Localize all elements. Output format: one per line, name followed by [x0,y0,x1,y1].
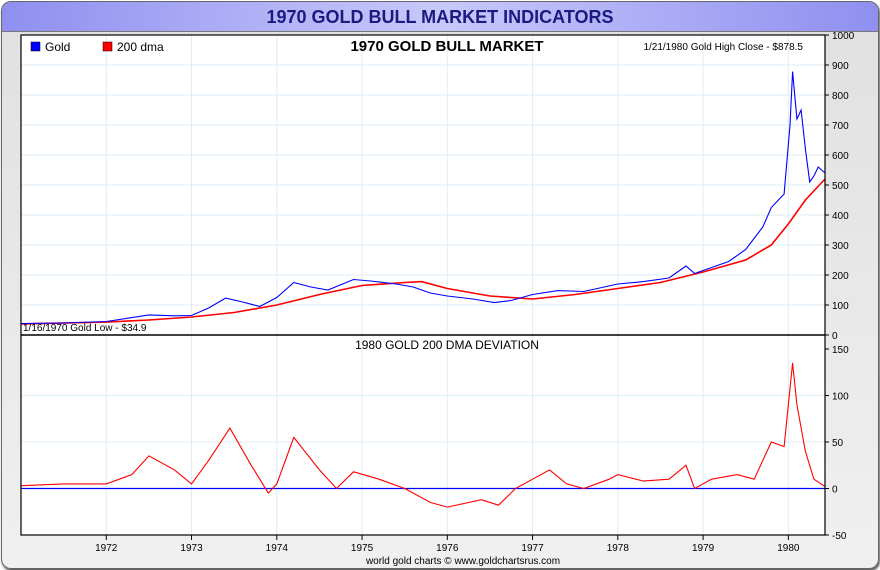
top-chart-title: 1970 GOLD BULL MARKET [350,38,543,55]
price-axis-label: 900 [832,61,849,72]
low-annotation: 1/16/1970 Gold Low - $34.9 [23,323,147,334]
price-axis-label: 700 [832,121,849,132]
deviation-line [20,362,826,508]
x-tick-label: 1980 [777,543,800,554]
price-axis-label: 200 [832,271,849,282]
x-tick-label: 1973 [180,543,203,554]
deviation-axis-label: -50 [832,531,847,542]
series-marks [20,71,826,508]
x-tick-label: 1976 [436,543,459,554]
x-tick-label: 1979 [692,543,715,554]
price-axis-label: 500 [832,181,849,192]
x-tick-label: 1972 [95,543,118,554]
price-axis-label: 300 [832,241,849,252]
price-axis-label: 600 [832,151,849,162]
legend-gold-swatch [30,41,41,52]
plot-area [21,35,825,535]
high-annotation: 1/21/1980 Gold High Close - $878.5 [643,42,803,53]
gold-price-line [20,71,826,325]
axes: 1972 1973 1974 1975 1976 1977 1978 1979 1980 0 100… [95,31,855,554]
deviation-axis-label: 150 [832,345,849,356]
price-axis-label: 0 [832,331,838,342]
window-title: 1970 GOLD BULL MARKET INDICATORS [266,7,614,27]
legend-gold-label: Gold [45,40,70,54]
deviation-axis-label: 50 [832,438,844,449]
price-axis-label: 800 [832,91,849,102]
x-tick-label: 1977 [521,543,544,554]
legend-dma-label: 200 dma [117,40,164,54]
footer-credit: world gold charts © www.goldchartsrus.co… [365,556,560,567]
deviation-axis-label: 0 [832,485,838,496]
price-axis-label: 1000 [832,31,855,42]
legend-dma-swatch [102,41,113,52]
plot-border [20,34,826,536]
title-bar: 1970 GOLD BULL MARKET INDICATORS [2,2,878,32]
x-tick-label: 1974 [266,543,289,554]
x-tick-label: 1975 [351,543,374,554]
price-axis-label: 100 [832,301,849,312]
dma-200-line [20,178,826,325]
bottom-chart-title: 1980 GOLD 200 DMA DEVIATION [355,338,539,352]
grid [21,35,825,535]
deviation-axis-label: 100 [832,392,849,403]
price-axis-label: 400 [832,211,849,222]
x-tick-label: 1978 [607,543,630,554]
